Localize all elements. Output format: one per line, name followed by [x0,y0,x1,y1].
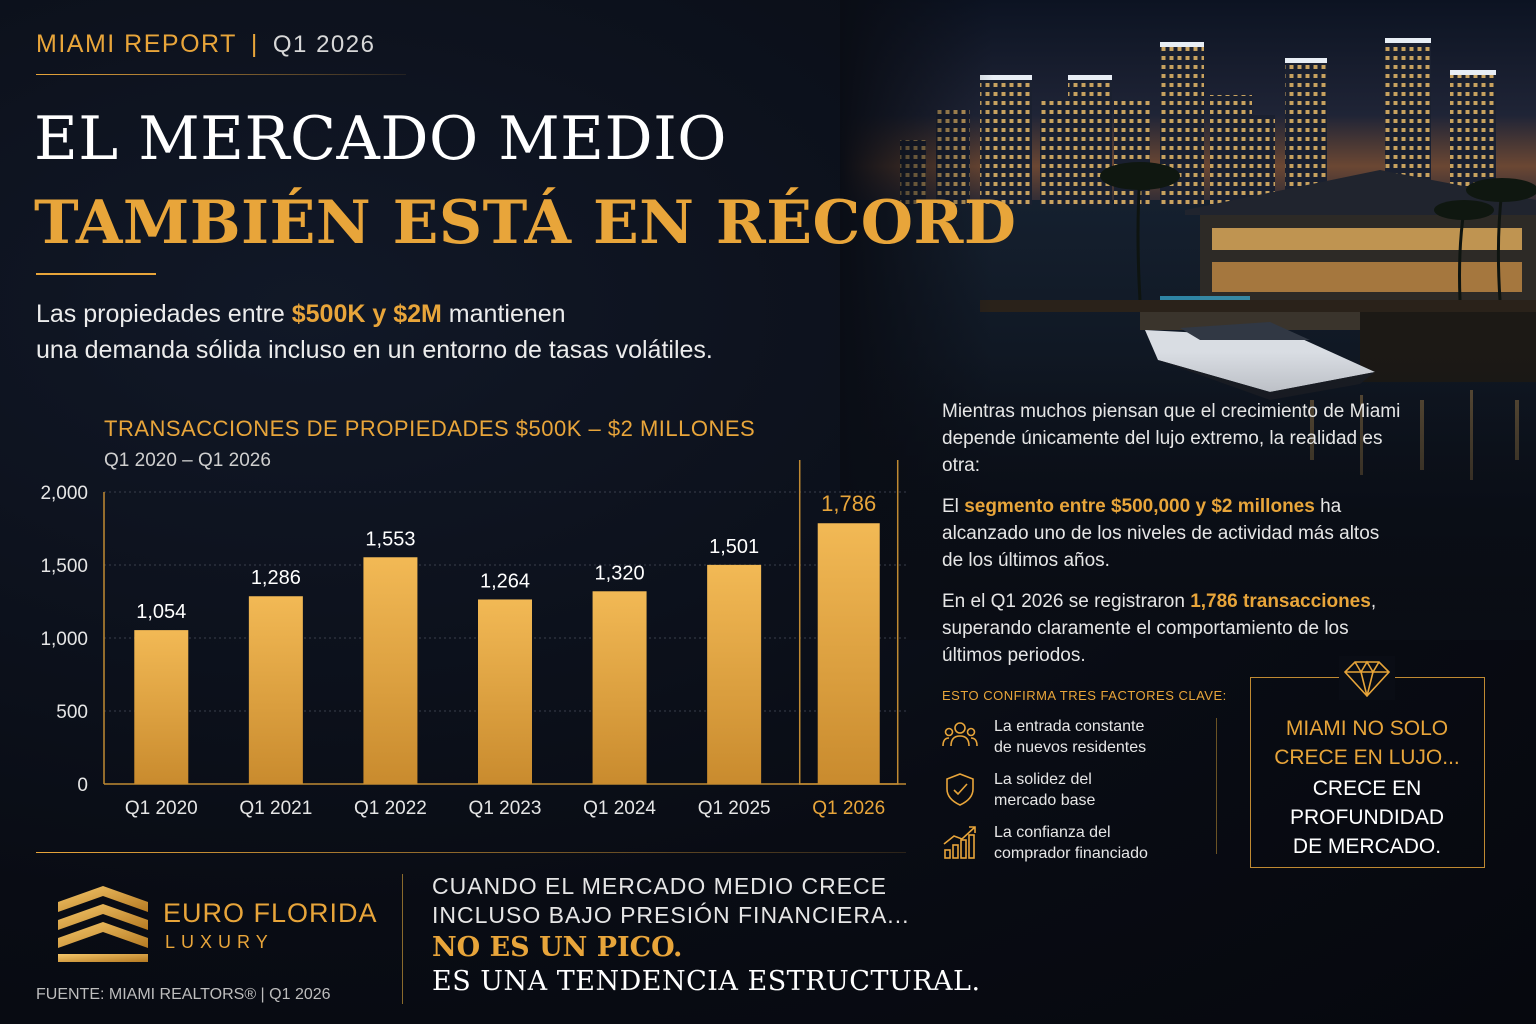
bar-value-label: 1,054 [136,601,186,623]
footer-divider [402,874,403,1004]
callout-white-text: CRECE EN PROFUNDIDAD DE MERCADO. [1251,774,1483,861]
y-tick-label: 1,000 [40,629,88,650]
callout-gold-text: MIAMI NO SOLO CRECE EN LUJO... [1251,714,1483,772]
narrative-p2-highlight: segmento entre $500,000 y $2 millones [964,496,1315,517]
report-label: MIAMI REPORT [36,30,237,58]
x-tick-label: Q1 2020 [125,798,198,819]
page-title-line2: TAMBIÉN ESTÁ EN RÉCORD [34,188,1017,258]
x-tick-label: Q1 2024 [583,798,656,819]
bar-value-label: 1,501 [709,536,759,558]
diamond-icon [1339,656,1395,700]
footer-line1: CUANDO EL MERCADO MEDIO CRECE [432,873,887,899]
narrative-text: Mientras muchos piensan que el crecimien… [942,398,1402,683]
bar [592,591,647,784]
growth-chart-icon [943,826,976,859]
factor-3-line1: La confianza del [994,824,1111,841]
x-tick-label: Q1 2026 [812,798,885,819]
factor-2-line2: mercado base [994,792,1096,809]
bar-value-label: 1,286 [251,567,301,589]
bar-value-label: 1,553 [365,528,415,550]
y-tick-label: 1,500 [40,556,88,577]
bar [478,599,532,784]
factor-item-residents: La entrada constante de nuevos residente… [942,716,1212,764]
narrative-p3-pre: En el Q1 2026 se registraron [942,591,1191,612]
callout-gold-line2: CRECE EN LUJO... [1274,746,1460,769]
report-period: Q1 2026 [272,31,376,58]
people-icon [942,722,978,747]
brand-logo-icon [58,886,148,962]
factor-item-confidence: La confianza del comprador financiado [942,822,1212,870]
bar [707,564,762,784]
chart-subtitle: Q1 2020 – Q1 2026 [104,450,271,471]
subtitle-part1: Las propiedades entre [36,300,292,328]
subtitle-highlight: $500K y $2M [291,300,442,328]
y-tick-label: 0 [77,775,88,796]
factor-item-solidity: La solidez del mercado base [942,769,1212,817]
factor-1-line2: de nuevos residentes [994,739,1147,756]
footer-line4: ES UNA TENDENCIA ESTRUCTURAL. [432,966,981,997]
x-tick-label: Q1 2023 [469,798,542,819]
header-rule [36,74,406,75]
narrative-p3-post: , superando claramente el comportamiento… [942,591,1377,666]
footer-line2: INCLUSO BAJO PRESIÓN FINANCIERA... [432,902,910,928]
page-title-line1: EL MERCADO MEDIO [34,104,727,174]
source-note: FUENTE: MIAMI REALTORS® | Q1 2026 [36,986,331,1003]
bar [134,630,189,784]
page-subtitle: Las propiedades entre $500K y $2M mantie… [36,296,796,368]
narrative-p2-post: ha alcanzado uno de los niveles de activ… [942,496,1380,571]
title-rule [36,273,156,275]
bar-value-label: 1,264 [480,570,530,592]
bar-chart: 0 500 1,000 1,500 2,000 1,054 Q1 2020 1,286 Q1 2… [40,460,906,819]
brand-subname: LUXURY [165,932,274,952]
narrative-paragraph-2: El segmento entre $500,000 y $2 millones… [942,493,1402,574]
factors-title: ESTO CONFIRMA TRES FACTORES CLAVE: [942,688,1227,703]
chart-bottom-rule [36,852,906,853]
narrative-p3-highlight: 1,786 transacciones [1190,591,1371,612]
callout-white-line2: PROFUNDIDAD [1289,806,1444,829]
x-tick-label: Q1 2025 [698,798,771,819]
subtitle-part2: mantienen [441,300,566,328]
bar [363,557,418,784]
factor-divider [1216,718,1217,854]
narrative-paragraph-1: Mientras muchos piensan que el crecimien… [942,401,1401,476]
chart-title: TRANSACCIONES DE PROPIEDADES $500K – $2 … [104,416,756,441]
bar-value-label: 1,320 [595,562,645,584]
narrative-paragraph-3: En el Q1 2026 se registraron 1,786 trans… [942,588,1402,669]
subtitle-line2: una demanda sólida incluso en un entorno… [36,336,713,364]
x-tick-label: Q1 2022 [354,798,427,819]
bar [817,523,880,784]
shield-icon [946,773,974,806]
bar-value-label: 1,786 [821,491,876,516]
factor-3-line2: comprador financiado [994,845,1148,862]
footer-line3: NO ES UN PICO. [432,932,683,963]
brand-name: EURO FLORIDA [163,898,378,928]
report-tag: MIAMI REPORT | Q1 2026 [36,30,375,59]
factor-1-line1: La entrada constante [994,718,1145,735]
factor-2-line1: La solidez del [994,771,1092,788]
report-separator: | [250,30,259,58]
callout-gold-line1: MIAMI NO SOLO [1285,717,1449,740]
footer-statement: CUANDO EL MERCADO MEDIO CRECE INCLUSO BA… [432,872,909,930]
callout-white-line1: CRECE EN [1312,777,1422,800]
miami-skyline-image [840,0,1536,640]
callout-white-line3: DE MERCADO. [1292,835,1442,858]
narrative-p2-pre: El [942,496,965,517]
x-tick-label: Q1 2021 [239,798,312,819]
callout-box: MIAMI NO SOLO CRECE EN LUJO... CRECE EN … [1250,656,1485,868]
y-tick-label: 2,000 [40,483,88,504]
bar [248,596,303,784]
y-tick-label: 500 [56,702,88,723]
